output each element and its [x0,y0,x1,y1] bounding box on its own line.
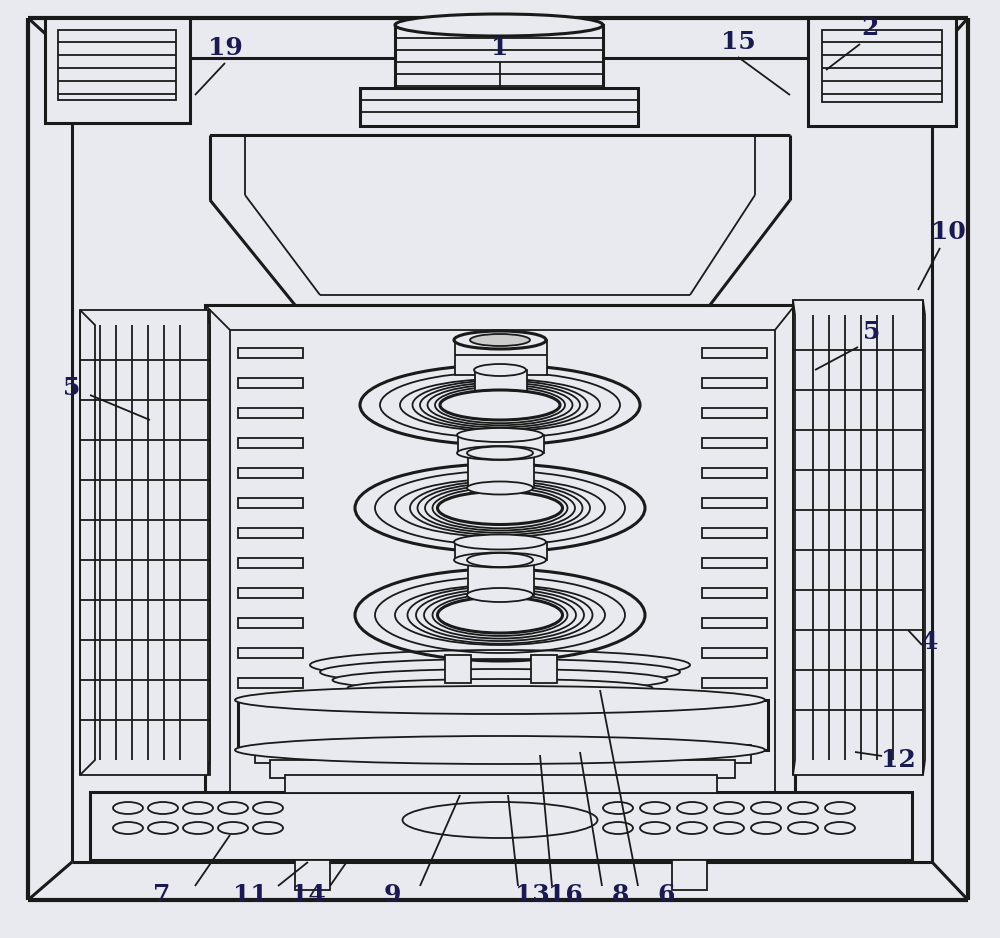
Text: 12: 12 [881,748,915,772]
Ellipse shape [467,481,533,494]
Text: 8: 8 [611,883,629,907]
Bar [468,560,534,595]
Ellipse shape [467,588,533,602]
Text: 15: 15 [721,30,755,54]
Bar [58,30,176,100]
Bar [702,348,767,358]
Bar [702,378,767,388]
Bar [238,378,303,388]
Bar [238,588,303,598]
Text: 19: 19 [208,36,242,60]
Text: 10: 10 [931,220,965,244]
Bar [702,588,767,598]
Bar [238,498,303,508]
Ellipse shape [438,492,562,524]
Ellipse shape [454,535,546,550]
Bar [238,468,303,478]
Bar [702,558,767,568]
Ellipse shape [395,14,603,36]
Bar [702,528,767,538]
Bar [455,542,547,560]
Bar [238,558,303,568]
Text: 5: 5 [863,320,881,344]
Text: 14: 14 [291,883,325,907]
Bar [702,468,767,478]
Bar [45,18,190,123]
Text: 4: 4 [921,630,939,654]
Ellipse shape [320,659,680,685]
Text: 1: 1 [491,36,509,60]
Bar [702,648,767,658]
Bar [205,305,795,800]
Bar [255,745,751,763]
Text: 6: 6 [657,883,675,907]
Ellipse shape [235,686,765,714]
Bar [238,618,303,628]
Ellipse shape [457,446,543,460]
Bar [238,408,303,418]
Bar [458,435,544,453]
Bar [702,498,767,508]
Text: 11: 11 [233,883,267,907]
Bar [285,775,717,793]
Bar [238,700,768,750]
Text: 5: 5 [63,376,81,400]
Ellipse shape [235,736,765,764]
Ellipse shape [454,552,546,567]
Bar [238,528,303,538]
Ellipse shape [438,597,562,633]
Bar [270,760,735,778]
Bar [531,655,557,683]
Ellipse shape [332,669,668,691]
Bar [238,348,303,358]
Bar [238,648,303,658]
Ellipse shape [310,650,690,680]
Ellipse shape [474,364,526,376]
Text: 2: 2 [861,16,879,40]
Bar [702,408,767,418]
Ellipse shape [467,553,533,567]
Ellipse shape [348,679,652,697]
Bar [80,310,210,775]
Bar [238,438,303,448]
Bar [475,370,527,395]
Bar [295,860,330,890]
Bar [90,792,912,860]
Bar [238,678,303,688]
Bar [808,18,956,126]
Bar [822,30,942,102]
Bar [395,25,603,97]
Ellipse shape [470,334,530,346]
Text: 7: 7 [153,883,171,907]
Text: 16: 16 [548,883,582,907]
Ellipse shape [467,446,533,460]
Bar [445,655,471,683]
Bar [360,88,638,126]
Text: 13: 13 [515,883,549,907]
Bar [455,340,547,375]
Text: 9: 9 [383,883,401,907]
Ellipse shape [440,390,560,420]
Bar [702,438,767,448]
Bar [702,678,767,688]
Bar [793,300,923,775]
Ellipse shape [454,331,546,349]
Ellipse shape [457,428,543,442]
Bar [702,618,767,628]
Bar [468,453,534,488]
Bar [672,860,707,890]
